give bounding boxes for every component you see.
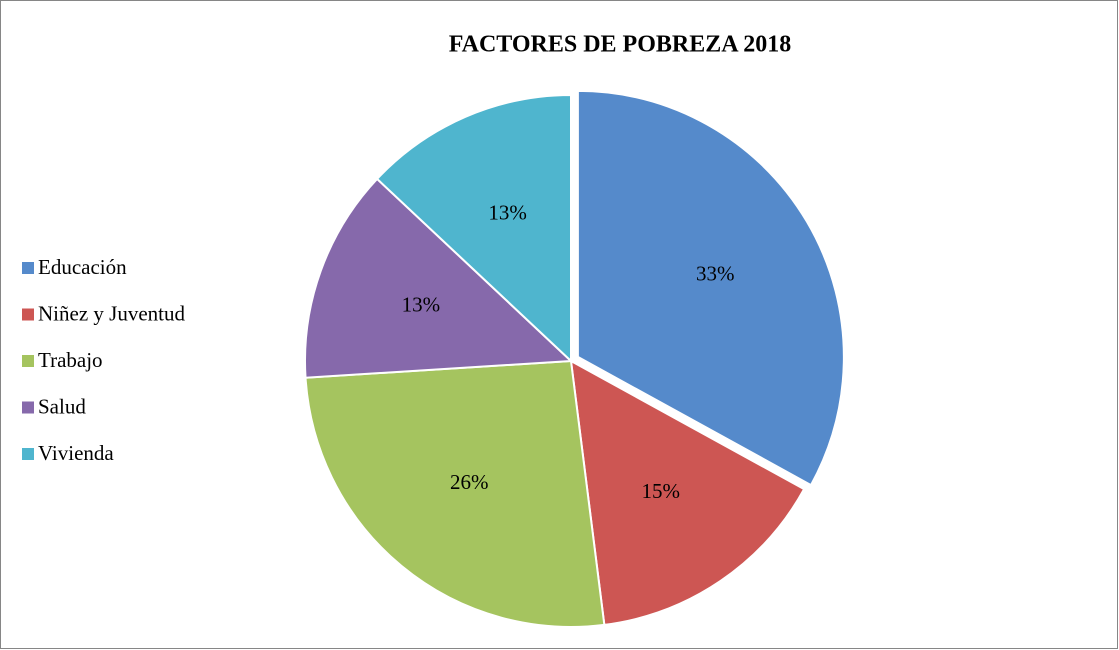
legend-label: Trabajo [38, 348, 103, 372]
pie-slice [304, 359, 606, 628]
data-label: 26% [450, 470, 489, 494]
pie-slice [576, 89, 845, 487]
data-label: 13% [488, 200, 527, 224]
legend-swatch [22, 401, 34, 414]
legend-swatch [22, 308, 34, 321]
pie-slice [304, 177, 574, 379]
legend-swatch [22, 448, 34, 460]
legend-label: Vivienda [38, 441, 114, 465]
data-label: 33% [696, 261, 735, 285]
legend-swatch [22, 355, 34, 367]
pie-slice [569, 359, 806, 627]
data-label: 13% [402, 293, 441, 317]
legend-label: Niñez y Juventud [38, 301, 185, 325]
chart-title: FACTORES DE POBREZA 2018 [449, 32, 792, 58]
legend-label: Educación [38, 255, 127, 279]
data-label: 15% [641, 479, 680, 503]
pie-slice [375, 93, 572, 364]
legend-label: Salud [38, 394, 86, 418]
legend-swatch [22, 262, 34, 274]
